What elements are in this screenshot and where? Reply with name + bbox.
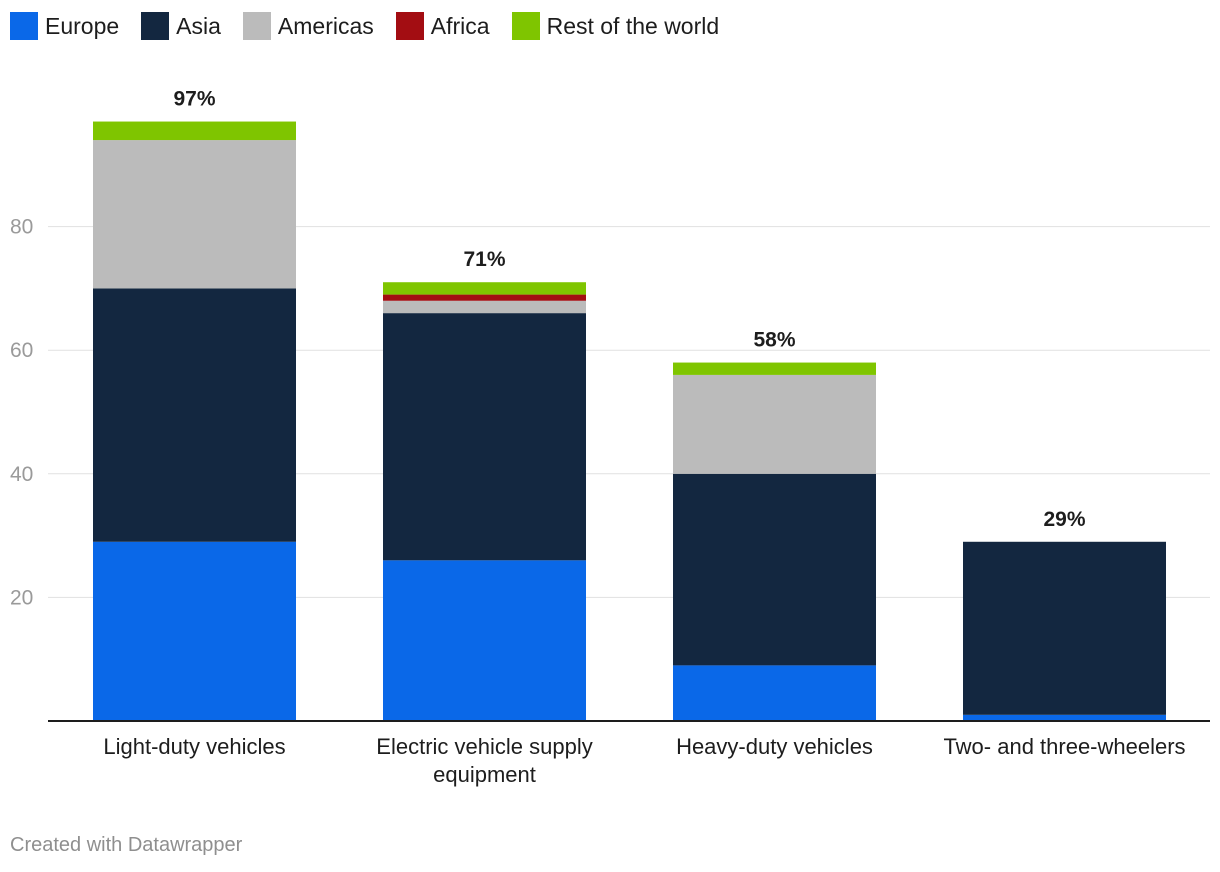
bar-segment-asia-1 — [93, 288, 296, 542]
legend-label-americas: Americas — [277, 12, 374, 39]
legend-label-africa: Africa — [430, 12, 490, 39]
x-category-label-1-line-1: Light-duty vehicles — [103, 734, 285, 759]
y-tick-label-40: 40 — [10, 463, 33, 486]
bar-segment-asia-2 — [383, 313, 586, 561]
legend-item-asia: Asia — [141, 12, 221, 40]
y-tick-label-80: 80 — [10, 216, 33, 239]
y-tick-label-60: 60 — [10, 339, 33, 362]
legend-item-europe: Europe — [10, 12, 119, 40]
bar-segment-europe-4 — [963, 714, 1166, 721]
bar-segment-americas-3 — [673, 374, 876, 474]
legend-swatch-asia — [141, 12, 170, 40]
legend-label-rest-of-world: Rest of the world — [546, 12, 720, 39]
credit-text: Created with Datawrapper — [10, 834, 243, 856]
bar-total-label-2: 71% — [463, 248, 505, 271]
y-tick-label-20: 20 — [10, 586, 33, 609]
bar-total-label-1: 97% — [173, 88, 215, 111]
x-category-label-2-line-1: Electric vehicle supply — [376, 734, 592, 759]
legend-label-asia: Asia — [176, 12, 221, 39]
legend-swatch-americas — [242, 12, 271, 40]
bar-segment-asia-4 — [963, 541, 1166, 715]
legend-item-americas: Americas — [242, 12, 374, 40]
x-category-label-4-line-1: Two- and three-wheelers — [943, 734, 1185, 759]
bar-total-label-4: 29% — [1043, 508, 1085, 531]
bar-segment-rest-of-the-world-2 — [383, 282, 586, 295]
legend-swatch-africa — [395, 12, 424, 40]
bar-segment-americas-2 — [383, 300, 586, 314]
chart-legend: Europe Asia Americas Africa Rest of the … — [10, 12, 741, 40]
bar-segment-americas-1 — [93, 140, 296, 289]
bar-segment-asia-3 — [673, 473, 876, 666]
bar-total-label-3: 58% — [753, 329, 795, 352]
bar-segment-europe-2 — [383, 560, 586, 721]
bar-segment-europe-1 — [93, 541, 296, 721]
bar-segment-europe-3 — [673, 665, 876, 721]
bar-segment-rest-of-the-world-1 — [93, 121, 296, 141]
bar-segment-africa-2 — [383, 294, 586, 301]
legend-item-rest-of-world: Rest of the world — [511, 12, 720, 40]
x-category-label-2-line-2: equipment — [433, 762, 536, 787]
legend-swatch-europe — [10, 12, 38, 40]
legend-swatch-rest-of-world — [511, 12, 540, 40]
x-category-label-3-line-1: Heavy-duty vehicles — [676, 734, 873, 759]
legend-item-africa: Africa — [395, 12, 490, 40]
bar-segment-rest-of-the-world-3 — [673, 362, 876, 375]
legend-label-europe: Europe — [45, 12, 120, 39]
